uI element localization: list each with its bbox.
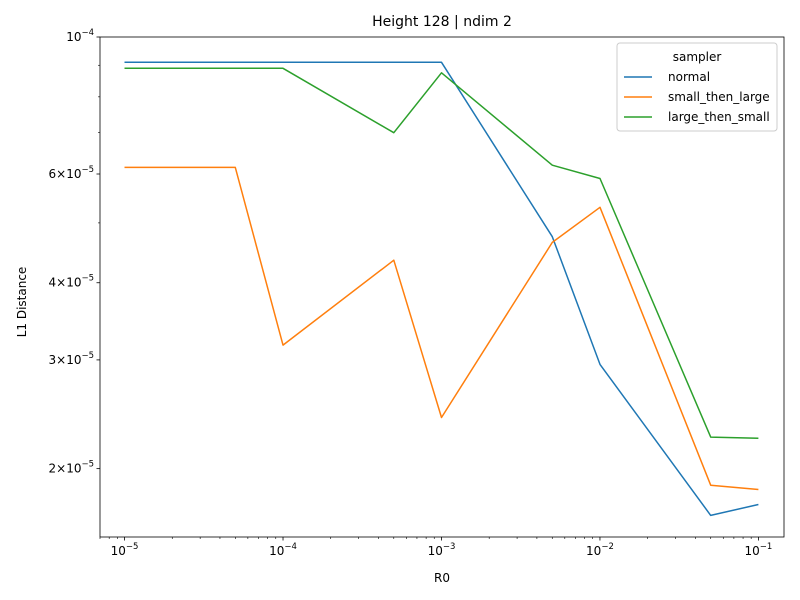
y-axis-title: L1 Distance — [15, 267, 29, 338]
x-axis-title: R0 — [434, 571, 450, 585]
legend: sampler normal small_then_large large_then… — [616, 42, 778, 132]
x-tick-label: 10−5 — [111, 542, 139, 558]
x-tick-label: 10−2 — [586, 542, 614, 558]
axis-ticks: 10−5 10−4 10−3 10−2 10−1 2×10−5 3×10−5 4×10−5 6×… — [48, 28, 772, 558]
legend-title: sampler — [673, 50, 722, 64]
x-tick-label: 10−1 — [745, 542, 773, 558]
x-tick-label: 10−3 — [428, 542, 456, 558]
axes-frame — [99, 36, 785, 538]
y-tick-label: 2×10−5 — [48, 460, 94, 476]
series-line-small_then_large — [124, 166, 759, 491]
x-tick-label: 10−4 — [269, 542, 297, 558]
chart-title: Height 128 | ndim 2 — [372, 14, 512, 30]
legend-label-normal: normal — [668, 70, 710, 84]
y-tick-label: 6×10−5 — [48, 165, 94, 181]
legend-label-small_then_large: small_then_large — [668, 90, 770, 104]
plot-area — [99, 36, 785, 538]
y-tick-label: 10−4 — [66, 28, 94, 44]
y-tick-label: 3×10−5 — [48, 351, 94, 367]
legend-box — [616, 42, 778, 132]
legend-label-large_then_small: large_then_small — [668, 110, 770, 124]
y-tick-label: 4×10−5 — [48, 274, 94, 290]
